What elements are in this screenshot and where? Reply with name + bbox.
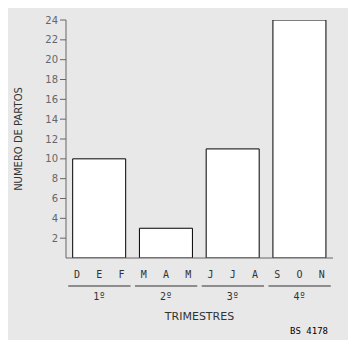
svg-text:J: J [230,269,236,280]
svg-text:10: 10 [45,153,58,164]
svg-text:14: 14 [45,114,58,125]
svg-text:D: D [74,269,80,280]
svg-text:2º: 2º [160,291,172,302]
svg-text:22: 22 [45,34,58,45]
svg-text:F: F [119,269,125,280]
svg-text:N: N [319,269,325,280]
svg-text:18: 18 [45,74,58,85]
svg-text:3º: 3º [227,291,239,302]
svg-text:M: M [141,269,147,280]
html-text:BS 4178: BS 4178 [290,326,328,336]
svg-text:O: O [297,269,303,280]
svg-text:E: E [96,269,102,280]
svg-text:6: 6 [52,193,58,204]
svg-text:TRIMESTRES: TRIMESTRES [164,310,234,323]
svg-text:8: 8 [52,173,58,184]
svg-text:16: 16 [45,94,58,105]
svg-text:NUMERO DE PARTOS: NUMERO DE PARTOS [13,87,24,191]
svg-text:S: S [274,269,280,280]
svg-text:24: 24 [45,15,58,26]
svg-text:4: 4 [52,213,58,224]
svg-text:20: 20 [45,54,58,65]
svg-text:4º: 4º [294,291,306,302]
svg-text:J: J [208,269,214,280]
svg-text:A: A [163,269,169,280]
svg-text:A: A [252,269,258,280]
svg-text:12: 12 [45,134,58,145]
svg-text:1º: 1º [93,291,105,302]
svg-text:2: 2 [52,233,58,244]
svg-text:M: M [185,269,191,280]
